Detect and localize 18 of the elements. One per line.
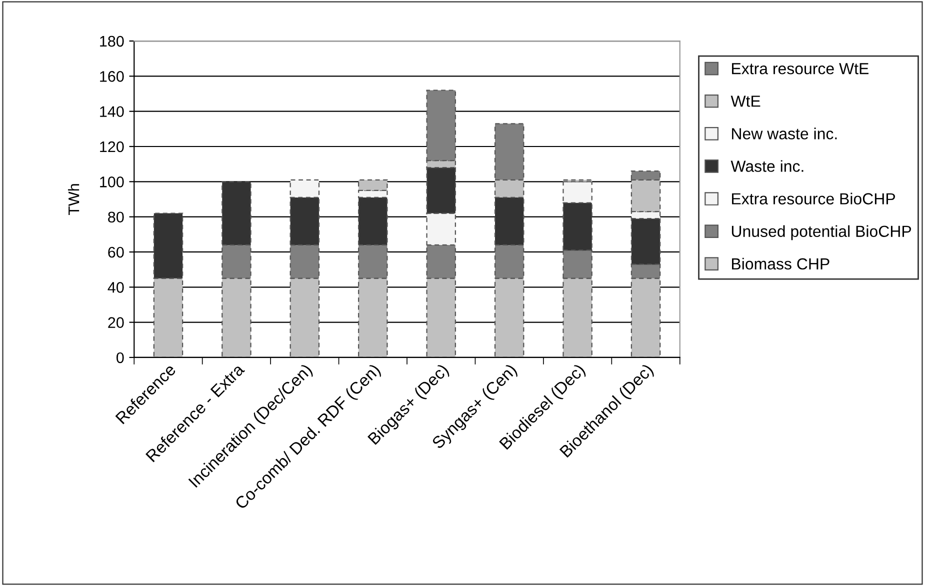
y-tick-label: 160	[100, 71, 124, 82]
y-tick-label: 80	[108, 212, 124, 223]
y-axis-title: TWh	[68, 184, 80, 216]
legend-label: New waste inc.	[732, 128, 837, 140]
legend-label: Extra resource WtE	[732, 63, 868, 74]
y-tick-label: 100	[100, 176, 124, 188]
legend-label: Biomass CHP	[732, 258, 830, 270]
legend-label: Unused potential BioCHP	[732, 225, 911, 240]
y-tick-label: 120	[100, 141, 124, 152]
y-tick-label: 60	[108, 246, 124, 258]
y-tick-label: 180	[100, 36, 124, 47]
y-tick-label: 0	[116, 352, 124, 364]
legend-label: Waste inc.	[730, 160, 804, 172]
legend-label: WtE	[730, 96, 760, 107]
y-tick-label: 40	[108, 282, 124, 293]
legend-label: Extra resource BioCHP	[732, 192, 895, 204]
y-tick-label: 20	[108, 317, 124, 328]
y-tick-label: 140	[100, 106, 124, 118]
